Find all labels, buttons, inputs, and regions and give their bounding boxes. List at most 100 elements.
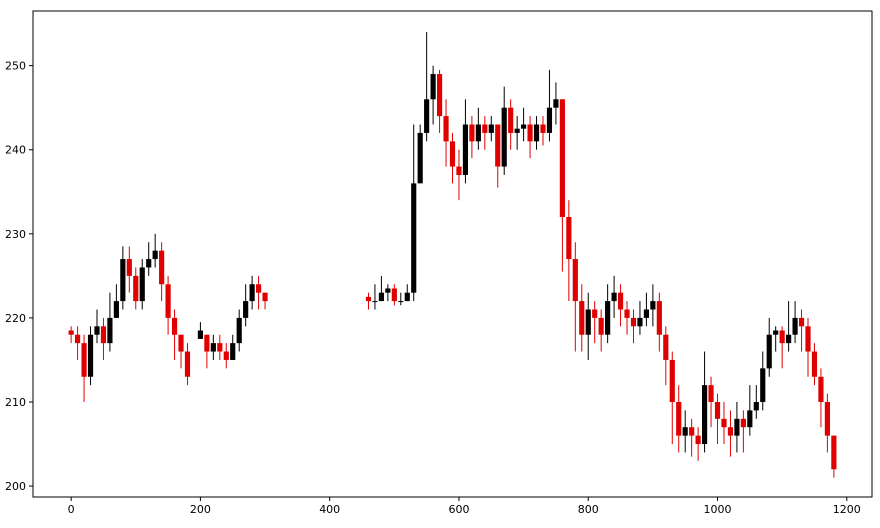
- candle-body: [779, 330, 785, 344]
- candle-body: [714, 401, 721, 419]
- candle-body: [818, 376, 824, 402]
- candle-body: [256, 284, 262, 293]
- candle-body: [469, 124, 475, 142]
- candle-body: [171, 317, 178, 335]
- candle-body: [165, 284, 171, 318]
- candle-body: [533, 124, 540, 142]
- candle-body: [676, 401, 682, 436]
- candle-body: [508, 107, 514, 133]
- y-tick-label: 250: [5, 60, 26, 73]
- candle-body: [792, 317, 798, 335]
- candle-body: [766, 334, 772, 369]
- candle-body: [146, 259, 152, 268]
- candle-body: [424, 99, 430, 133]
- y-tick-label: 210: [5, 396, 26, 409]
- candle-body: [385, 288, 391, 293]
- candle-body: [404, 292, 410, 302]
- x-tick-label: 800: [578, 503, 599, 516]
- candle-body: [462, 124, 469, 175]
- y-tick-label: 240: [5, 144, 26, 157]
- candle-body: [365, 296, 372, 302]
- candle-body: [223, 351, 229, 360]
- candle-body: [695, 435, 701, 445]
- candle-body: [126, 259, 132, 276]
- candle-body: [811, 351, 818, 377]
- candle-body: [559, 99, 565, 218]
- candle-body: [740, 418, 746, 428]
- candle-body: [540, 124, 546, 133]
- candle-body: [417, 132, 423, 184]
- candle-body: [760, 368, 766, 402]
- candle-body: [449, 141, 456, 167]
- plot-frame: [32, 10, 873, 498]
- candle-body: [753, 401, 759, 411]
- candle-body: [546, 107, 553, 133]
- candle-body: [650, 301, 656, 310]
- candle-body: [100, 326, 107, 344]
- candle-body: [669, 359, 675, 402]
- candle-body: [113, 301, 119, 318]
- x-tick-label: 0: [68, 503, 75, 516]
- y-tick-label: 200: [5, 480, 26, 493]
- x-tick-label: 1200: [833, 503, 861, 516]
- candle-body: [81, 343, 87, 377]
- candle-body: [786, 334, 792, 344]
- candle-body: [592, 309, 598, 318]
- candle-body: [798, 317, 805, 327]
- candle-body: [139, 267, 145, 302]
- candle-body: [708, 385, 714, 402]
- candle-body: [184, 351, 191, 377]
- candle-body: [204, 334, 210, 352]
- candle-body: [624, 309, 630, 318]
- candle-body: [501, 107, 507, 167]
- candle-body: [572, 259, 578, 302]
- candle-body: [721, 418, 727, 428]
- candle-body: [663, 334, 669, 360]
- candle-body: [585, 309, 591, 335]
- candle-body: [87, 334, 94, 377]
- candle-body: [68, 330, 74, 335]
- candle-body: [236, 317, 242, 344]
- candle-body: [637, 317, 643, 327]
- candle-body: [514, 128, 520, 133]
- candle-body: [611, 292, 617, 302]
- x-tick-label: 200: [190, 503, 211, 516]
- candle-body: [475, 124, 481, 142]
- candle-body: [217, 343, 223, 352]
- candle-body: [689, 427, 695, 436]
- x-tick-label: 1000: [704, 503, 732, 516]
- candle-body: [605, 301, 611, 335]
- candle-body: [133, 275, 139, 302]
- candle-body: [566, 217, 572, 260]
- candle-body: [527, 124, 533, 142]
- candle-body: [521, 124, 527, 129]
- candle-body: [249, 284, 255, 302]
- candle-body: [488, 124, 494, 133]
- candle-body: [579, 301, 585, 335]
- candle-body: [152, 250, 158, 260]
- candle-body: [824, 401, 830, 436]
- candle-body: [159, 250, 165, 285]
- candle-body: [598, 317, 604, 335]
- candle-body: [443, 116, 449, 142]
- candle-body: [773, 330, 779, 335]
- candle-body: [617, 292, 624, 310]
- x-tick-label: 600: [448, 503, 469, 516]
- candle-body: [456, 166, 462, 175]
- candle-body: [702, 385, 708, 445]
- candle-body: [243, 301, 249, 318]
- candle-body: [495, 124, 501, 167]
- candle-body: [656, 301, 662, 335]
- candle-body: [682, 427, 688, 436]
- candle-body: [553, 99, 559, 108]
- candle-body: [436, 74, 443, 117]
- candle-body: [262, 292, 268, 302]
- candle-body: [747, 410, 753, 428]
- candle-body: [727, 427, 734, 436]
- y-tick-label: 230: [5, 228, 26, 241]
- candle-body: [120, 259, 126, 302]
- y-tick-label: 220: [5, 312, 26, 325]
- candle-body: [107, 317, 113, 344]
- candle-body: [378, 292, 384, 302]
